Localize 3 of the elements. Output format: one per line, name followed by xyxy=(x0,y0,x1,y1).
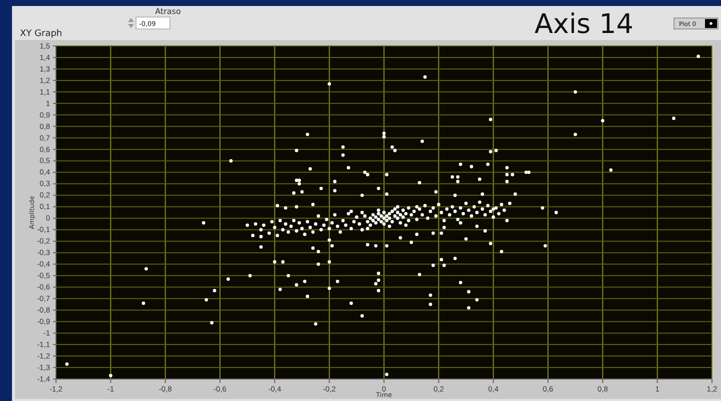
chart-title: XY Graph xyxy=(20,29,62,39)
text: Axis 14 xyxy=(534,9,634,40)
text: Atraso xyxy=(155,7,181,16)
